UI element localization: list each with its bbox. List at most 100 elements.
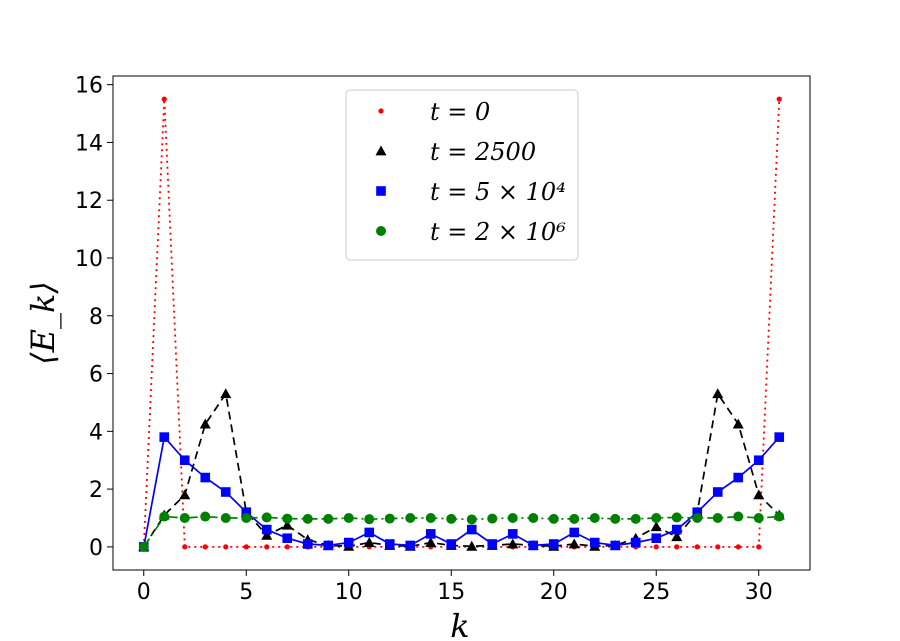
data-point <box>466 540 478 551</box>
data-point <box>694 544 700 550</box>
data-point <box>712 388 724 399</box>
x-tick-label: 10 <box>335 580 363 605</box>
legend-marker <box>376 186 386 196</box>
data-point <box>425 537 437 547</box>
data-point <box>161 96 167 102</box>
data-point <box>282 533 293 544</box>
data-point <box>220 487 231 497</box>
x-tick-label: 30 <box>745 580 773 605</box>
y-tick-label: 0 <box>89 536 103 561</box>
data-point <box>281 519 293 530</box>
legend-label: t = 2 × 10⁶ <box>430 218 566 246</box>
data-point <box>776 96 782 102</box>
data-point <box>651 513 662 523</box>
data-point <box>363 537 375 547</box>
data-point <box>753 489 765 500</box>
data-point <box>446 539 457 549</box>
data-point <box>732 418 744 429</box>
data-point <box>159 511 170 522</box>
x-tick-label: 15 <box>437 580 465 605</box>
data-point <box>712 513 723 523</box>
data-point <box>650 521 662 532</box>
data-point <box>630 513 641 524</box>
x-axis-label: k <box>450 607 469 641</box>
data-point <box>589 513 600 523</box>
data-point <box>548 539 559 549</box>
y-tick-label: 6 <box>89 363 103 388</box>
data-point <box>182 544 188 550</box>
data-point <box>425 529 436 539</box>
data-point <box>343 513 354 523</box>
series-line <box>142 99 781 548</box>
data-point <box>282 513 293 524</box>
legend-entry: t = 2500 <box>375 138 536 166</box>
legend-entries: t = 0 t = 2500 t = 5 × 10⁴ t = 2 × 10⁶ <box>375 98 566 246</box>
legend-marker <box>376 226 386 236</box>
data-point <box>405 513 416 523</box>
legend-entry: t = 0 <box>378 98 490 126</box>
legend-entry: t = 2 × 10⁶ <box>376 218 566 246</box>
data-point <box>753 513 764 523</box>
data-point <box>220 388 232 399</box>
data-point <box>138 541 149 552</box>
data-point <box>264 544 270 550</box>
data-point <box>179 455 190 466</box>
data-point <box>692 513 703 523</box>
data-point <box>364 527 375 538</box>
data-point <box>733 511 744 522</box>
data-point <box>630 537 641 548</box>
y-tick-label: 8 <box>89 305 103 330</box>
data-point <box>528 540 539 551</box>
data-point <box>507 538 519 549</box>
data-point <box>774 432 785 442</box>
y-axis-label: ⟨E_k⟩ <box>24 281 62 365</box>
data-point <box>200 511 211 522</box>
data-point <box>569 513 580 524</box>
data-point <box>671 531 683 542</box>
data-point <box>674 544 680 550</box>
data-point <box>179 489 191 500</box>
data-point <box>220 513 231 523</box>
data-point <box>589 537 600 548</box>
data-point <box>241 507 252 518</box>
data-point <box>671 512 682 523</box>
data-point <box>548 513 559 524</box>
legend-entry: t = 5 × 10⁴ <box>376 178 566 206</box>
legend-label: t = 0 <box>430 98 490 126</box>
data-point <box>384 513 395 524</box>
data-point <box>364 514 375 525</box>
data-point <box>179 513 190 523</box>
y-tick-label: 2 <box>89 478 103 503</box>
legend-box <box>345 89 579 261</box>
legend-marker <box>378 108 384 114</box>
data-point <box>199 418 211 429</box>
data-point <box>384 539 395 549</box>
data-point <box>756 544 762 550</box>
x-tick-label: 20 <box>540 580 568 605</box>
y-tick-label: 10 <box>75 247 103 272</box>
data-point <box>653 544 659 550</box>
data-point <box>425 513 436 523</box>
series-4 <box>138 511 785 552</box>
data-point <box>466 514 477 525</box>
data-point <box>466 524 477 535</box>
data-point <box>487 539 498 549</box>
x-tick-label: 5 <box>239 580 253 605</box>
data-point <box>405 540 416 551</box>
data-point <box>159 432 170 442</box>
data-point <box>302 539 313 549</box>
data-point <box>323 540 334 551</box>
x-tick-label: 25 <box>642 580 670 605</box>
legend-label: t = 2500 <box>430 138 536 166</box>
legend-marker <box>375 145 387 156</box>
data-point <box>610 540 621 551</box>
data-point <box>302 513 313 524</box>
data-point <box>568 538 580 549</box>
data-point <box>507 529 518 539</box>
data-point <box>712 487 723 497</box>
data-point <box>671 524 682 535</box>
legend: t = 0 t = 2500 t = 5 × 10⁴ t = 2 × 10⁶ <box>345 89 579 261</box>
x-tick-label: 0 <box>137 580 151 605</box>
data-point <box>507 513 518 523</box>
